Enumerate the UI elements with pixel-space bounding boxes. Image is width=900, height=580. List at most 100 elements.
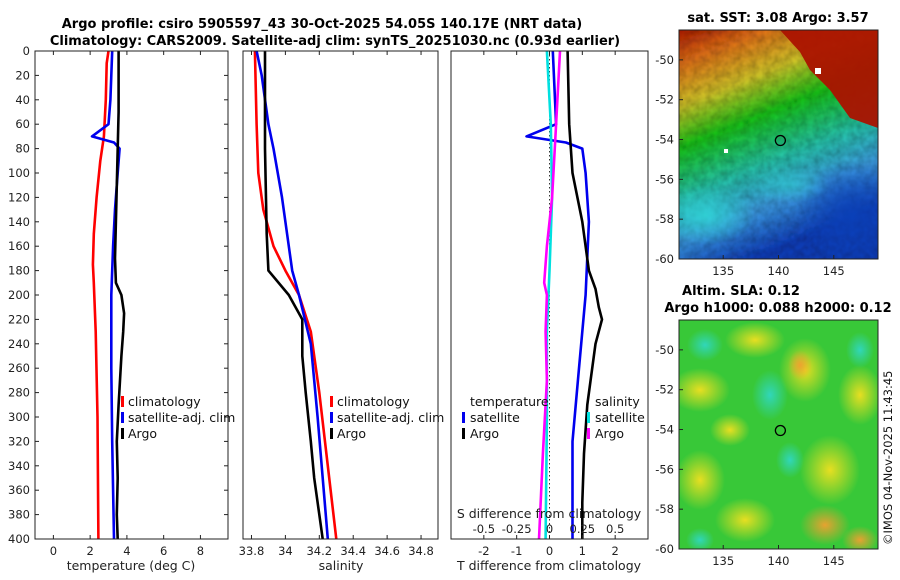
temperature-legend: climatology satellite-adj. clim Argo (121, 394, 235, 441)
y-tick-label: -60 (655, 542, 674, 556)
y-tick-label: 0 (23, 44, 30, 58)
x-tick-label: -1 (511, 544, 522, 558)
x-tick-label: 145 (823, 554, 845, 568)
y-tick-label: 120 (8, 190, 30, 204)
difference-panel: -2 -1 0 1 2 -0.5 -0.25 0 0.25 0.5 T difference fr… (450, 50, 649, 573)
y-tick-label: -54 (655, 423, 674, 437)
y-tick-label: -58 (655, 212, 674, 226)
x-tick-label: 135 (712, 264, 734, 278)
legend-argo-swatch (121, 428, 124, 439)
legend-satellite-label: satellite-adj. clim (337, 410, 444, 425)
series-climatology (253, 51, 338, 539)
x-tick-label: 0 (50, 544, 57, 558)
sla-map: Altim. SLA: 0.12 Argo h1000: 0.088 h2000… (655, 284, 891, 568)
legend-argo-swatch (330, 428, 333, 439)
x-tick-label: 140 (768, 554, 790, 568)
legend-climatology-label: climatology (337, 394, 410, 409)
difference-legend: temperature satellite Argo salinity sate… (462, 394, 645, 441)
y-tick-label: 20 (15, 68, 30, 82)
argo-location-marker (774, 424, 787, 437)
legend-salinity-title: salinity (595, 394, 640, 409)
series-t-satellite (525, 51, 591, 539)
y-tick-label: -56 (655, 172, 674, 186)
y-tick-label: -50 (655, 53, 674, 67)
y-tick-label: 200 (8, 288, 30, 302)
y-tick-label: -54 (655, 133, 674, 147)
figure-title-line1: Argo profile: csiro 5905597_43 30-Oct-20… (62, 17, 583, 32)
y-tick-label: 140 (8, 215, 30, 229)
x-tick-label: 135 (712, 554, 734, 568)
x-tick-label: 4 (123, 544, 130, 558)
series-argo (263, 51, 324, 539)
series-s-argo (537, 51, 562, 539)
t-difference-xlabel: T difference from climatology (456, 558, 642, 573)
s-difference-xlabel: S difference from climatology (457, 506, 642, 521)
y-tick-label: -60 (655, 252, 674, 266)
x-tick-label: 34.4 (340, 544, 366, 558)
salinity-xlabel: salinity (319, 558, 364, 573)
legend-s-satellite-label: satellite (595, 410, 645, 425)
figure-title-line2: Climatology: CARS2009. Satellite-adj cli… (50, 34, 620, 49)
salinity-panel: 33.8 34 34.2 34.4 34.6 34.8 salinity climatol… (239, 50, 444, 573)
legend-climatology-swatch (330, 396, 333, 407)
legend-temperature-title: temperature (470, 394, 549, 409)
sla-map-title-line1: Altim. SLA: 0.12 (682, 284, 800, 299)
x-tick-label: 6 (160, 544, 167, 558)
legend-s-argo-swatch (587, 428, 590, 439)
legend-climatology-swatch (121, 396, 124, 407)
y-tick-label: -50 (655, 343, 674, 357)
temperature-axes-box (34, 50, 229, 540)
sla-map-image (679, 320, 878, 549)
series-argo (113, 51, 126, 539)
y-tick-label: 320 (8, 434, 30, 448)
imos-credit: ©IMOS 04-Nov-2025 11:43:45 (881, 371, 895, 545)
x2-tick-label: -0.5 (473, 522, 495, 536)
legend-s-satellite-swatch (587, 412, 590, 423)
x-tick-label: 140 (768, 264, 790, 278)
y-tick-label: 260 (8, 361, 30, 375)
y-tick-label: 100 (8, 166, 30, 180)
x-tick-label: 34 (278, 544, 293, 558)
x-tick-label: 33.8 (239, 544, 265, 558)
legend-t-argo-swatch (462, 428, 465, 439)
x-tick-label: 2 (612, 544, 619, 558)
x-tick-label: 34.2 (306, 544, 332, 558)
x2-tick-label: 0.5 (606, 522, 624, 536)
legend-t-satellite-label: satellite (470, 410, 520, 425)
y-tick-label: 40 (15, 93, 30, 107)
y-tick-label: -58 (655, 502, 674, 516)
x2-tick-label: 0.25 (570, 522, 596, 536)
y-tick-label: 60 (15, 117, 30, 131)
legend-climatology-label: climatology (128, 394, 201, 409)
x-tick-label: 1 (579, 544, 586, 558)
temperature-xlabel: temperature (deg C) (67, 558, 196, 573)
sla-map-title-line2: Argo h1000: 0.088 h2000: 0.12 (664, 301, 891, 316)
y-tick-label: -52 (655, 93, 674, 107)
salinity-axes-box (242, 50, 439, 540)
y-tick-label: 300 (8, 410, 30, 424)
x-tick-label: 34.6 (374, 544, 400, 558)
series-climatology (91, 51, 110, 539)
y-tick-label: 360 (8, 483, 30, 497)
x-tick-label: 2 (86, 544, 93, 558)
y-tick-label: 340 (8, 459, 30, 473)
sst-map: sat. SST: 3.08 Argo: 3.57 135 140 145 -60 -5… (655, 11, 879, 278)
x-tick-label: -2 (478, 544, 489, 558)
y-tick-label: -52 (655, 383, 674, 397)
y-tick-label: 80 (15, 142, 30, 156)
legend-satellite-swatch (330, 412, 333, 423)
x-tick-label: 145 (823, 264, 845, 278)
legend-t-satellite-swatch (462, 412, 465, 423)
x-tick-label: 0 (546, 544, 553, 558)
temperature-panel: 0204060801001201401601802002202402602803… (8, 44, 235, 573)
argo-location-marker (774, 134, 787, 147)
y-tick-label: 280 (8, 386, 30, 400)
legend-t-argo-label: Argo (470, 426, 499, 441)
legend-argo-label: Argo (337, 426, 366, 441)
legend-satellite-swatch (121, 412, 124, 423)
salinity-legend: climatology satellite-adj. clim Argo (330, 394, 444, 441)
x-tick-label: 8 (197, 544, 204, 558)
legend-argo-label: Argo (128, 426, 157, 441)
sst-map-image (679, 30, 878, 259)
